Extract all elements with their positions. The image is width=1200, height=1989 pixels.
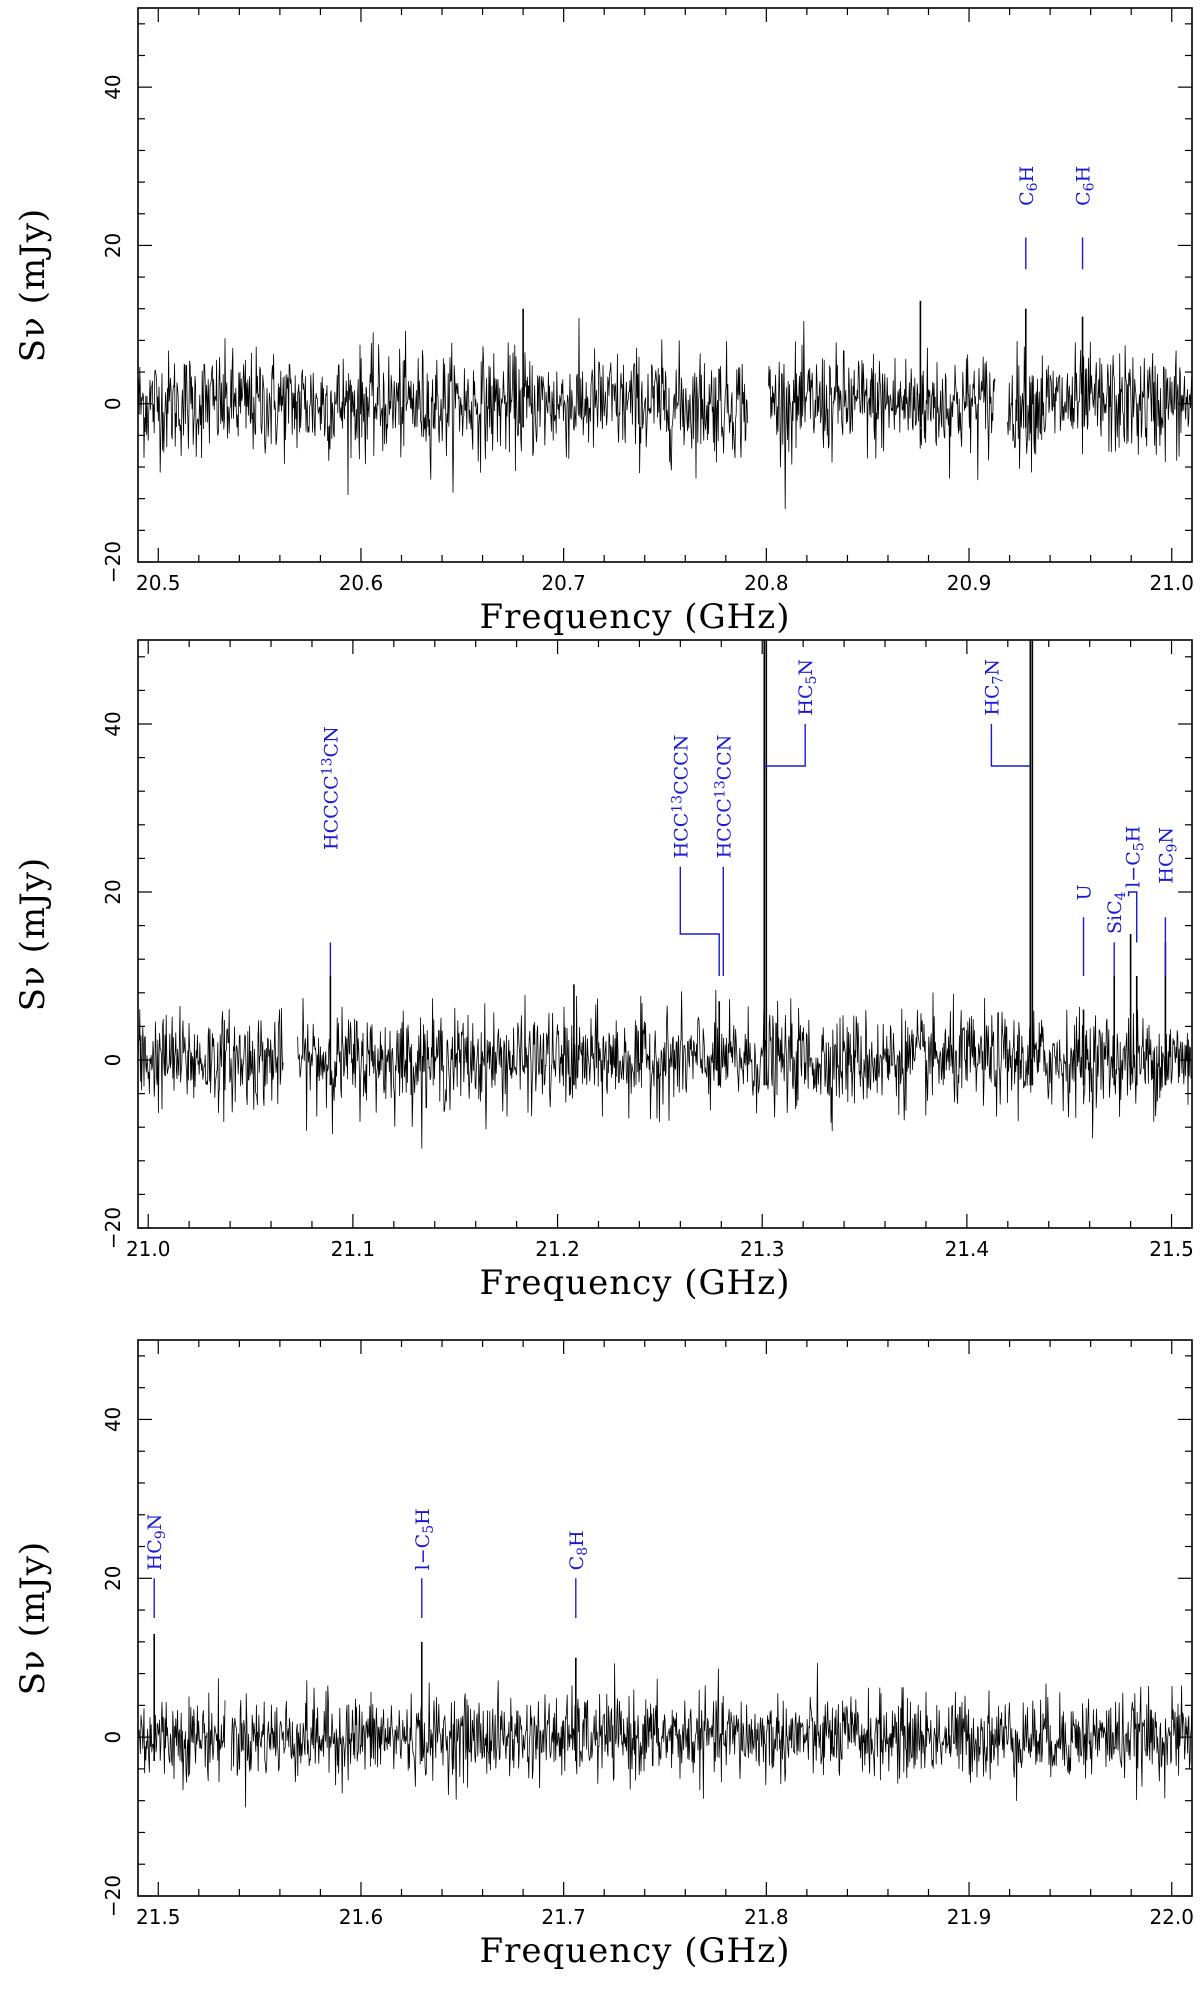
noise-segment-2 — [297, 989, 1192, 1149]
line-label: SiC4 — [1104, 891, 1129, 934]
x-tick-label: 21.8 — [744, 1905, 789, 1929]
x-tick-label: 20.8 — [744, 571, 789, 595]
x-tick-label: 20.5 — [136, 571, 181, 595]
line-label: l−C5H — [412, 1508, 437, 1570]
spectrum-trace — [138, 640, 1192, 1149]
noise-segment-2 — [230, 1662, 1192, 1808]
spectrum-trace — [138, 300, 1192, 510]
line-id-HCC13CCCN: HCC13CCCN — [670, 735, 720, 976]
spectrum-panel-2: 21.0 21.1 21.2 21.3 21.4 21.5 −20 0 20 40 Frequenc… — [13, 639, 1194, 1303]
line-id-HC9N: HC9N — [1155, 827, 1181, 976]
x-tick-label: 21.6 — [339, 1905, 384, 1929]
spectrum-trace — [138, 1633, 1192, 1808]
line-id-HCCCC13CN: HCCCC13CN — [320, 726, 343, 976]
plot-frame — [137, 639, 1193, 1229]
line-marker-bracket — [679, 866, 720, 976]
y-tick-label: 0 — [101, 1054, 125, 1067]
x-tick-label: 20.6 — [339, 571, 384, 595]
x-tick-label: 21.3 — [740, 1237, 785, 1261]
line-id-l−C5H: l−C5H — [1123, 826, 1148, 943]
spectrum-panel-1: 20.5 20.6 20.7 20.8 20.9 21.0 −20 0 20 40 Frequenc… — [13, 7, 1194, 637]
line-id-C8H: C8H — [566, 1530, 591, 1618]
x-tick-label: 21.1 — [331, 1237, 376, 1261]
spectrum-panel-3: 21.5 21.6 21.7 21.8 21.9 22.0 −20 0 20 40 Frequenc… — [13, 1339, 1194, 1971]
line-label: HCC13CCCN — [670, 735, 693, 859]
x-tick-label: 21.2 — [535, 1237, 580, 1261]
y-axis-label: Sν (mJy) — [13, 857, 53, 1011]
x-axis-label: Frequency (GHz) — [480, 1931, 791, 1971]
x-axis-label: Frequency (GHz) — [480, 1263, 791, 1303]
line-id-l−C5H: l−C5H — [412, 1508, 437, 1618]
y-axis-label: Sν (mJy) — [13, 1541, 53, 1695]
y-axis-label: Sν (mJy) — [13, 208, 53, 362]
line-label: HC7N — [981, 659, 1006, 716]
y-tick-label: 20 — [101, 233, 125, 258]
line-label: HC9N — [144, 1514, 169, 1571]
y-tick-label: 0 — [101, 397, 125, 410]
x-tick-label: 21.9 — [947, 1905, 992, 1929]
line-id-C6H: C6H — [1073, 166, 1098, 270]
line-label: U — [1074, 884, 1096, 900]
line-label: HC9N — [1155, 827, 1180, 884]
x-tick-label: 21.0 — [126, 1237, 171, 1261]
line-id-HCCC13CCN: HCCC13CCN — [713, 735, 736, 976]
x-tick-label: 20.7 — [541, 571, 586, 595]
y-tick-label: 40 — [101, 1407, 125, 1432]
line-id-U: U — [1074, 884, 1096, 976]
x-tick-label: 21.4 — [945, 1237, 990, 1261]
line-id-C6H: C6H — [1016, 166, 1041, 270]
line-marker-bracket — [990, 724, 1031, 767]
line-marker-bracket — [1127, 891, 1138, 943]
y-tick-label: 20 — [101, 1566, 125, 1591]
plot-frame — [137, 7, 1193, 563]
x-tick-label: 21.0 — [1149, 571, 1194, 595]
x-tick-label: 21.5 — [136, 1905, 181, 1929]
y-tick-label: 0 — [101, 1731, 125, 1744]
x-axis-label: Frequency (GHz) — [480, 597, 791, 637]
x-tick-label: 21.7 — [541, 1905, 586, 1929]
noise-segment-1 — [138, 317, 748, 495]
line-label: C6H — [1016, 166, 1041, 206]
y-tick-label: −20 — [101, 541, 125, 583]
y-tick-label: 20 — [101, 879, 125, 904]
y-tick-label: 40 — [101, 74, 125, 99]
line-label: C6H — [1073, 166, 1098, 206]
y-tick-label: −20 — [101, 1875, 125, 1917]
x-tick-label: 22.0 — [1149, 1905, 1194, 1929]
line-id-SiC4: SiC4 — [1104, 891, 1129, 976]
noise-segment-3 — [1007, 341, 1192, 473]
line-id-HC9N: HC9N — [144, 1514, 169, 1618]
line-marker-bracket — [764, 724, 806, 767]
y-tick-label: 40 — [101, 711, 125, 736]
plot-frame — [137, 1339, 1193, 1897]
y-tick-label: −20 — [101, 1207, 125, 1249]
line-label: C8H — [566, 1530, 591, 1570]
noise-segment-2 — [768, 320, 996, 510]
line-label: HCCC13CCN — [713, 735, 736, 859]
line-label: HCCCC13CN — [320, 726, 343, 850]
line-label: l−C5H — [1123, 826, 1148, 888]
x-tick-label: 20.9 — [947, 571, 992, 595]
line-id-HC5N: HC5N — [764, 659, 820, 767]
line-id-HC7N: HC7N — [981, 659, 1031, 767]
noise-segment-1 — [138, 1678, 226, 1791]
noise-segment-1 — [138, 1005, 284, 1122]
x-tick-label: 21.5 — [1149, 1237, 1194, 1261]
line-label: HC5N — [795, 659, 820, 716]
